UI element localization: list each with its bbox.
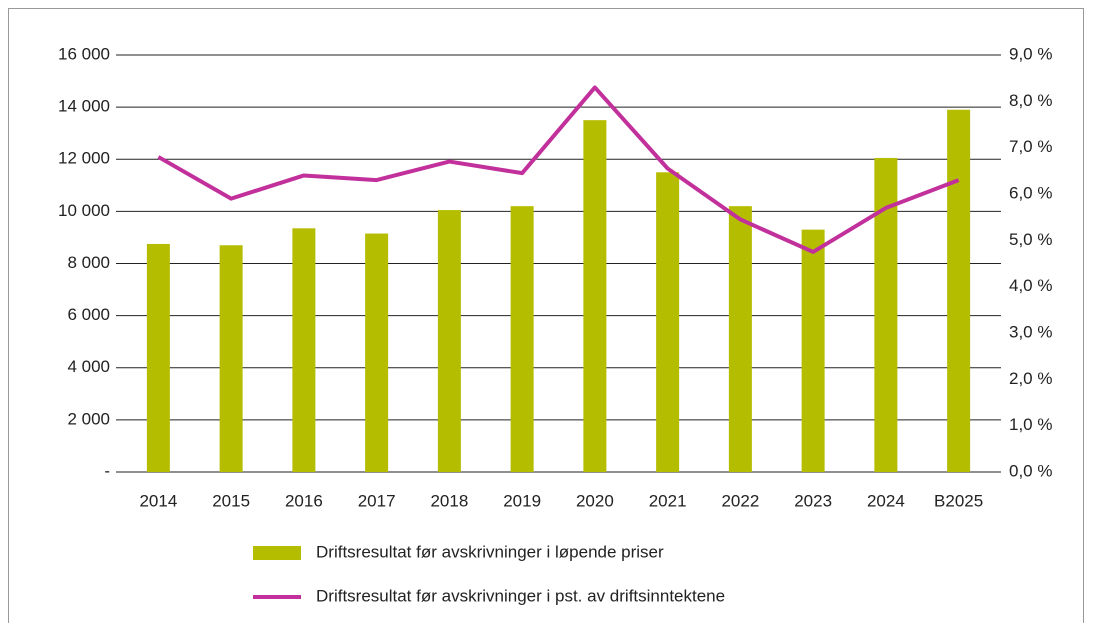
y-tick-label: 4 000: [67, 357, 110, 376]
y-tick-label: 14 000: [58, 97, 110, 116]
bar: [874, 157, 898, 472]
x-tick-label: 2022: [721, 491, 759, 510]
y-tick-label: 6 000: [67, 305, 110, 324]
bar: [801, 229, 825, 472]
line: [157, 85, 960, 254]
y-tick-label: 8 000: [67, 253, 110, 272]
y2-tick-label: 6,0 %: [1009, 183, 1052, 202]
frame: [8, 8, 1084, 623]
bar: [292, 228, 316, 472]
bar: [947, 109, 971, 472]
y2-tick-label: 3,0 %: [1009, 322, 1052, 341]
bar: [583, 120, 607, 472]
y2-tick-label: 7,0 %: [1009, 137, 1052, 156]
y2-tick-label: 2,0 %: [1009, 369, 1052, 388]
y2-tick-label: 8,0 %: [1009, 91, 1052, 110]
y-tick-label: 12 000: [58, 149, 110, 168]
x-tick-label: 2016: [285, 491, 323, 510]
y2-tick-label: 0,0 %: [1009, 461, 1052, 480]
legend-label: Driftsresultat før avskrivninger i løpen…: [316, 542, 664, 561]
x-tick-label: 2021: [649, 491, 687, 510]
y2-tick-label: 5,0 %: [1009, 230, 1052, 249]
x-tick-label: 2017: [358, 491, 396, 510]
y-tick-label: 16 000: [58, 44, 110, 63]
bar: [656, 172, 680, 472]
bar: [510, 206, 534, 472]
x-tick-label: 2014: [139, 491, 177, 510]
x-tick-label: 2023: [794, 491, 832, 510]
y-tick-label: 2 000: [67, 409, 110, 428]
x-tick-label: 2015: [212, 491, 250, 510]
x-tick-label: 2018: [430, 491, 468, 510]
bar: [437, 210, 461, 472]
bar: [219, 245, 243, 472]
bar: [365, 233, 389, 472]
bar: [146, 243, 170, 472]
x-tick-label: 2024: [867, 491, 905, 510]
x-tick-label: 2020: [576, 491, 614, 510]
x-tick-label: B2025: [934, 491, 983, 510]
legend-swatch: [253, 546, 301, 560]
legend-label: Driftsresultat før avskrivninger i pst. …: [316, 586, 725, 605]
x-tick-label: 2019: [503, 491, 541, 510]
y2-tick-label: 4,0 %: [1009, 276, 1052, 295]
y-tick-label: 10 000: [58, 201, 110, 220]
y-tick-label: -: [104, 461, 110, 480]
bar: [728, 206, 752, 472]
y2-tick-label: 9,0 %: [1009, 44, 1052, 63]
y2-tick-label: 1,0 %: [1009, 415, 1052, 434]
